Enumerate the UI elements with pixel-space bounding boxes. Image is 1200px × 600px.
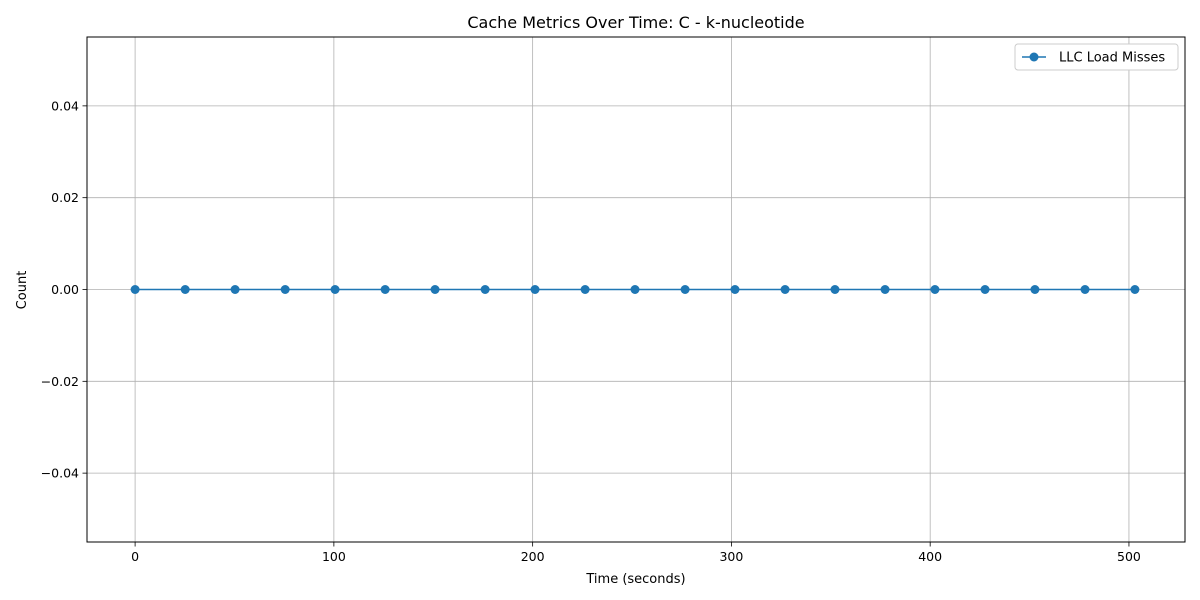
data-point [180, 285, 190, 294]
legend-box [1014, 43, 1179, 71]
y-tick-label: 0.02 [51, 190, 79, 205]
y-tick-label: −0.04 [41, 466, 79, 481]
data-point [330, 285, 340, 294]
x-tick-label: 100 [322, 549, 346, 564]
data-point [130, 285, 140, 294]
x-tick-label: 500 [1117, 549, 1141, 564]
data-point [280, 285, 290, 294]
legend-marker [1029, 52, 1039, 62]
data-point [880, 285, 890, 294]
x-tick-label: 200 [521, 549, 545, 564]
data-point [380, 285, 390, 294]
data-point [1080, 285, 1090, 294]
data-point [1130, 285, 1140, 294]
data-point [680, 285, 690, 294]
y-tick-label: 0.00 [51, 282, 79, 297]
data-point [830, 285, 840, 294]
chart-title: Cache Metrics Over Time: C - k-nucleotid… [467, 13, 804, 32]
data-point [630, 285, 640, 294]
x-axis-label: Time (seconds) [585, 572, 685, 587]
y-tick-label: −0.02 [41, 374, 79, 389]
x-tick-label: 300 [719, 549, 743, 564]
x-tick-label: 400 [918, 549, 942, 564]
data-point [980, 285, 990, 294]
series-layer [130, 285, 1140, 294]
data-point [230, 285, 240, 294]
data-point [480, 285, 490, 294]
data-point [930, 285, 940, 294]
x-tick-label: 0 [131, 549, 139, 564]
y-tick-label: 0.04 [51, 98, 79, 113]
data-point [580, 285, 590, 294]
axis-ticks: 0 100 200 300 400 500 −0.04 −0.02 0.00 0.02 0.04 [41, 98, 1141, 564]
data-point [730, 285, 740, 294]
legend-label: LLC Load Misses [1059, 51, 1165, 66]
data-point [780, 285, 790, 294]
data-point [530, 285, 540, 294]
data-point [1030, 285, 1040, 294]
legend: LLC Load Misses [1014, 43, 1179, 71]
data-point [430, 285, 440, 294]
y-axis-label: Count [15, 271, 30, 310]
